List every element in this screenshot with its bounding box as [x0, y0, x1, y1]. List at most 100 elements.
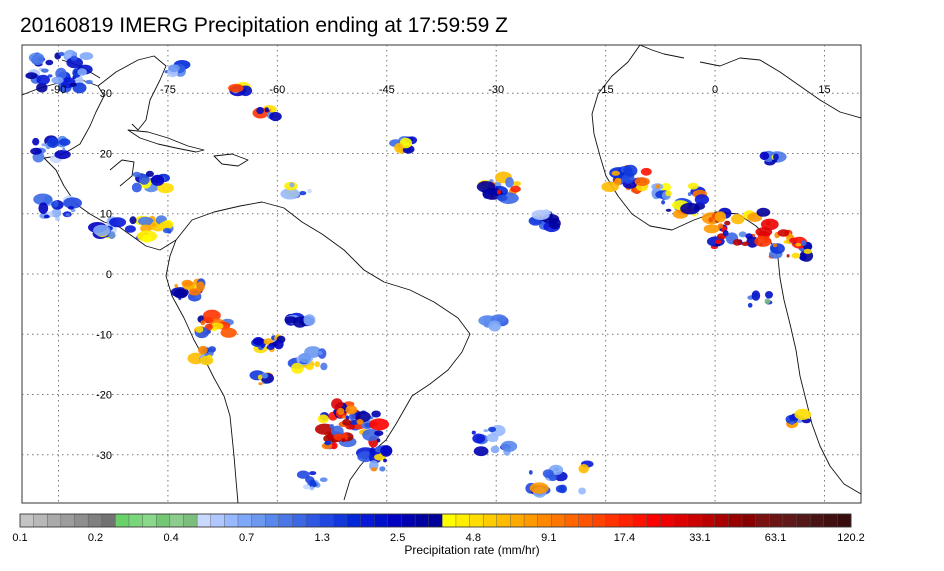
precip-cell [512, 181, 522, 187]
precip-cell [383, 458, 387, 463]
precip-cell [36, 82, 48, 93]
precip-cell [745, 233, 753, 240]
precip-cell [555, 485, 566, 493]
precip-cell [159, 221, 173, 230]
precip-cell [51, 201, 59, 208]
precip-cell [764, 298, 771, 304]
lat-tick-label: 10 [100, 209, 112, 221]
precip-cell [145, 170, 154, 177]
precip-cell [45, 59, 54, 66]
precip-cell [578, 487, 586, 495]
lon-tick-label: -45 [379, 84, 395, 96]
precip-cell [548, 474, 557, 482]
precip-cell [370, 467, 378, 472]
lat-tick-label: 0 [106, 269, 112, 281]
precip-cell [731, 214, 745, 225]
precip-cell [601, 181, 619, 192]
precip-cell [714, 211, 727, 223]
precip-cell [803, 248, 812, 254]
lon-tick-label: -15 [598, 84, 614, 96]
precip-cell [124, 225, 136, 233]
precip-cell [510, 185, 521, 193]
precip-cell [195, 326, 204, 333]
precip-cell [756, 207, 771, 217]
coastline-africa [591, 45, 861, 495]
precip-cell [369, 447, 376, 456]
precip-cell [324, 440, 332, 446]
precip-cell [330, 442, 338, 450]
precip-cell [319, 477, 328, 483]
precip-cell [77, 68, 87, 76]
precip-cell [531, 209, 550, 220]
precipitation-map: -90 -75 -60 -45 -30 -15 0 15 30 20 10 0 -10 -20 -30 [21, 44, 862, 504]
precip-cell [751, 290, 761, 301]
precip-cell [660, 182, 671, 193]
precip-cell [129, 216, 137, 225]
precip-cell [791, 252, 801, 259]
precip-cell [326, 433, 334, 440]
lon-tick-label: -75 [160, 84, 176, 96]
precip-cell [141, 234, 152, 243]
precip-cell [47, 74, 53, 78]
precip-cell [69, 82, 77, 87]
precip-cell [724, 220, 731, 226]
precip-cell [795, 242, 802, 247]
precip-cell [196, 281, 205, 292]
precip-cell [85, 79, 93, 85]
precip-cell [314, 361, 321, 368]
precip-cell [289, 182, 295, 188]
precip-cell [794, 408, 811, 420]
precip-cell [772, 243, 778, 248]
precip-cell [317, 350, 323, 356]
precip-cell [168, 64, 180, 73]
precip-cell [488, 426, 497, 433]
precip-cell [296, 470, 310, 479]
precip-cell [476, 181, 496, 193]
lat-tick-label: 20 [100, 148, 112, 160]
precip-cell [490, 445, 500, 454]
precip-cell [93, 224, 111, 237]
precip-cell [703, 224, 720, 234]
precip-cell [66, 57, 83, 69]
precip-cell [369, 418, 390, 431]
precip-cell [722, 230, 729, 237]
precip-cell [291, 362, 304, 374]
precip-cell [150, 174, 165, 186]
map-title: 20160819 IMERG Precipitation ending at 1… [20, 14, 508, 37]
precip-cell [356, 419, 364, 425]
precip-cell [305, 364, 314, 370]
coastline-cuba [127, 129, 205, 153]
precip-cell [58, 51, 65, 57]
precip-cell [320, 362, 328, 371]
precip-cell [62, 147, 66, 151]
precip-cell [55, 217, 61, 221]
map-frame [21, 44, 862, 504]
precip-cell [611, 170, 620, 176]
precip-cell [777, 229, 790, 237]
precip-cell [273, 339, 284, 350]
precip-cell [269, 111, 282, 122]
precip-cell [349, 413, 356, 421]
precip-cell [471, 430, 476, 435]
precip-cell [329, 424, 335, 429]
precip-cell [680, 202, 700, 215]
precip-cell [773, 153, 779, 161]
precip-cell [25, 72, 38, 80]
precip-cell [266, 344, 275, 351]
precip-cell [614, 177, 622, 186]
precip-cell [715, 239, 722, 245]
precip-cell [486, 433, 499, 443]
precip-cell [496, 189, 502, 195]
precip-cell [211, 322, 224, 330]
precip-cell [634, 177, 650, 187]
coastline-europe-edge [639, 45, 685, 59]
precip-cell [157, 182, 174, 194]
precip-cell [755, 227, 773, 237]
precip-cell [47, 137, 59, 149]
precip-cell [374, 430, 384, 437]
precip-cell [754, 236, 772, 247]
precipitation-field [25, 49, 814, 498]
precip-cell [380, 445, 393, 457]
lon-tick-label: -60 [269, 84, 285, 96]
latitude-labels: 30 20 10 0 -10 -20 -30 [96, 88, 112, 462]
